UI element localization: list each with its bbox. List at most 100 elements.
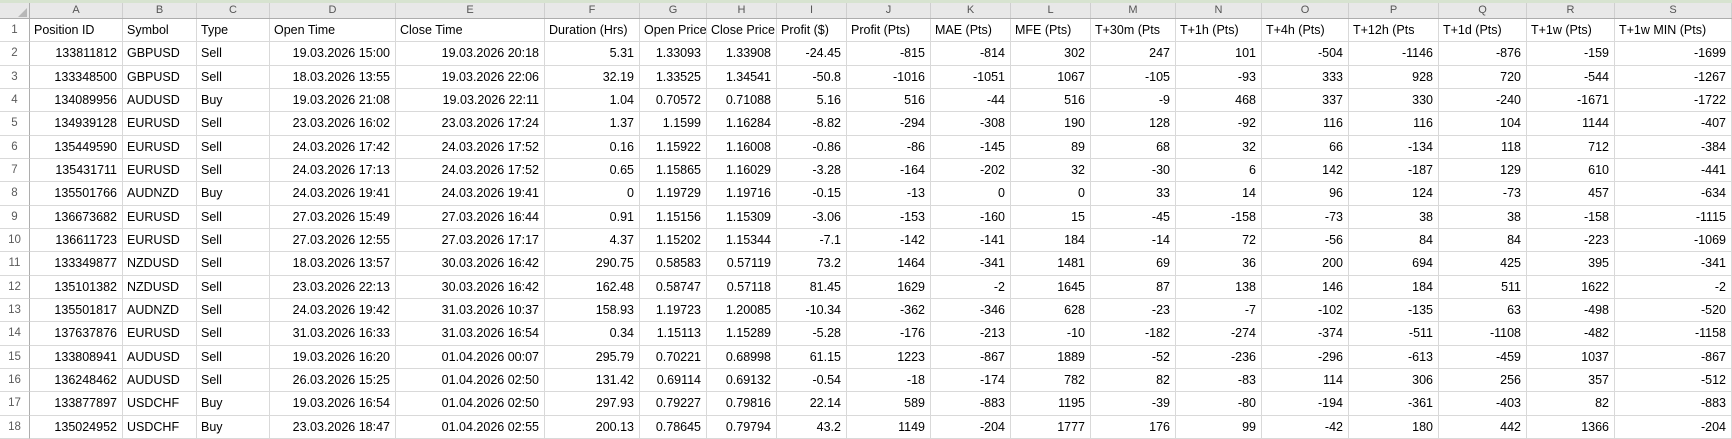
cell-K14[interactable]: -213 [931, 322, 1011, 346]
cell-A6[interactable]: 135449590 [30, 135, 123, 159]
cell-A14[interactable]: 137637876 [30, 322, 123, 346]
cell-S18[interactable]: -204 [1615, 415, 1732, 439]
cell-B4[interactable]: AUDUSD [123, 88, 197, 113]
cell-I18[interactable]: 43.2 [777, 415, 847, 439]
cell-M9[interactable]: -45 [1091, 205, 1176, 229]
cell-I15[interactable]: 61.15 [777, 345, 847, 369]
cell-P14[interactable]: -511 [1349, 322, 1439, 346]
cell-A5[interactable]: 134939128 [30, 112, 123, 136]
cell-P10[interactable]: 84 [1349, 228, 1439, 253]
cell-D6[interactable]: 24.03.2026 17:42 [270, 135, 396, 159]
cell-R12[interactable]: 1622 [1527, 275, 1615, 299]
cell-I13[interactable]: -10.34 [777, 298, 847, 323]
cell-M12[interactable]: 87 [1091, 275, 1176, 299]
cell-N2[interactable]: 101 [1176, 42, 1262, 66]
cell-R5[interactable]: 1144 [1527, 112, 1615, 136]
cell-A3[interactable]: 133348500 [30, 65, 123, 89]
cell-B15[interactable]: AUDUSD [123, 345, 197, 369]
cell-O11[interactable]: 200 [1262, 252, 1349, 276]
cell-C11[interactable]: Sell [197, 252, 270, 276]
cell-L5[interactable]: 190 [1011, 112, 1091, 136]
cell-H7[interactable]: 1.16029 [707, 158, 777, 183]
cell-E14[interactable]: 31.03.2026 16:54 [396, 322, 545, 346]
cell-I10[interactable]: -7.1 [777, 228, 847, 253]
cell-O18[interactable]: -42 [1262, 415, 1349, 439]
row-header-14[interactable]: 14 [0, 322, 30, 346]
cell-H16[interactable]: 0.69132 [707, 368, 777, 393]
cell-F11[interactable]: 290.75 [545, 252, 640, 276]
cell-E3[interactable]: 19.03.2026 22:06 [396, 65, 545, 89]
cell-I11[interactable]: 73.2 [777, 252, 847, 276]
cell-A12[interactable]: 135101382 [30, 275, 123, 299]
column-header-S[interactable]: S [1615, 3, 1732, 18]
cell-F14[interactable]: 0.34 [545, 322, 640, 346]
cell-B11[interactable]: NZDUSD [123, 252, 197, 276]
cell-R15[interactable]: 1037 [1527, 345, 1615, 369]
cell-K16[interactable]: -174 [931, 368, 1011, 393]
cell-D11[interactable]: 18.03.2026 13:57 [270, 252, 396, 276]
cell-L11[interactable]: 1481 [1011, 252, 1091, 276]
cell-S14[interactable]: -1158 [1615, 322, 1732, 346]
column-header-B[interactable]: B [123, 3, 197, 18]
cell-C3[interactable]: Sell [197, 65, 270, 89]
cell-K7[interactable]: -202 [931, 158, 1011, 183]
cell-Q3[interactable]: 720 [1439, 65, 1527, 89]
cell-L17[interactable]: 1195 [1011, 392, 1091, 416]
cell-L1[interactable]: MFE (Pts) [1011, 19, 1091, 43]
cell-H2[interactable]: 1.33908 [707, 42, 777, 66]
cell-J8[interactable]: -13 [847, 182, 931, 206]
cell-A16[interactable]: 136248462 [30, 368, 123, 393]
cell-Q5[interactable]: 104 [1439, 112, 1527, 136]
cell-N9[interactable]: -158 [1176, 205, 1262, 229]
cell-L8[interactable]: 0 [1011, 182, 1091, 206]
cell-R16[interactable]: 357 [1527, 368, 1615, 393]
cell-N4[interactable]: 468 [1176, 88, 1262, 113]
cell-P1[interactable]: T+12h (Pts [1349, 19, 1439, 43]
cell-B9[interactable]: EURUSD [123, 205, 197, 229]
cell-Q11[interactable]: 425 [1439, 252, 1527, 276]
cell-I17[interactable]: 22.14 [777, 392, 847, 416]
cell-Q8[interactable]: -73 [1439, 182, 1527, 206]
cell-R13[interactable]: -498 [1527, 298, 1615, 323]
cell-H12[interactable]: 0.57118 [707, 275, 777, 299]
cell-J4[interactable]: 516 [847, 88, 931, 113]
cell-M16[interactable]: 82 [1091, 368, 1176, 393]
cell-J2[interactable]: -815 [847, 42, 931, 66]
cell-N12[interactable]: 138 [1176, 275, 1262, 299]
cell-K9[interactable]: -160 [931, 205, 1011, 229]
cell-C7[interactable]: Sell [197, 158, 270, 183]
cell-L14[interactable]: -10 [1011, 322, 1091, 346]
cell-C12[interactable]: Sell [197, 275, 270, 299]
row-header-8[interactable]: 8 [0, 182, 30, 206]
cell-P17[interactable]: -361 [1349, 392, 1439, 416]
cell-R17[interactable]: 82 [1527, 392, 1615, 416]
cell-G4[interactable]: 0.70572 [640, 88, 707, 113]
cell-D4[interactable]: 19.03.2026 21:08 [270, 88, 396, 113]
cell-N15[interactable]: -236 [1176, 345, 1262, 369]
cell-E8[interactable]: 24.03.2026 19:41 [396, 182, 545, 206]
cell-H13[interactable]: 1.20085 [707, 298, 777, 323]
cell-B3[interactable]: GBPUSD [123, 65, 197, 89]
cell-O2[interactable]: -504 [1262, 42, 1349, 66]
cell-M14[interactable]: -182 [1091, 322, 1176, 346]
cell-O14[interactable]: -374 [1262, 322, 1349, 346]
cell-H8[interactable]: 1.19716 [707, 182, 777, 206]
cell-K1[interactable]: MAE (Pts) [931, 19, 1011, 43]
cell-M8[interactable]: 33 [1091, 182, 1176, 206]
cell-C14[interactable]: Sell [197, 322, 270, 346]
cell-A18[interactable]: 135024952 [30, 415, 123, 439]
cell-C1[interactable]: Type [197, 19, 270, 43]
cell-S15[interactable]: -867 [1615, 345, 1732, 369]
row-header-1[interactable]: 1 [0, 19, 30, 43]
cell-P8[interactable]: 124 [1349, 182, 1439, 206]
cell-A8[interactable]: 135501766 [30, 182, 123, 206]
cell-B7[interactable]: EURUSD [123, 158, 197, 183]
cell-F7[interactable]: 0.65 [545, 158, 640, 183]
cell-P4[interactable]: 330 [1349, 88, 1439, 113]
cell-P5[interactable]: 116 [1349, 112, 1439, 136]
cell-M5[interactable]: 128 [1091, 112, 1176, 136]
cell-G5[interactable]: 1.1599 [640, 112, 707, 136]
select-all-button[interactable] [0, 3, 30, 18]
cell-M11[interactable]: 69 [1091, 252, 1176, 276]
cell-J17[interactable]: 589 [847, 392, 931, 416]
